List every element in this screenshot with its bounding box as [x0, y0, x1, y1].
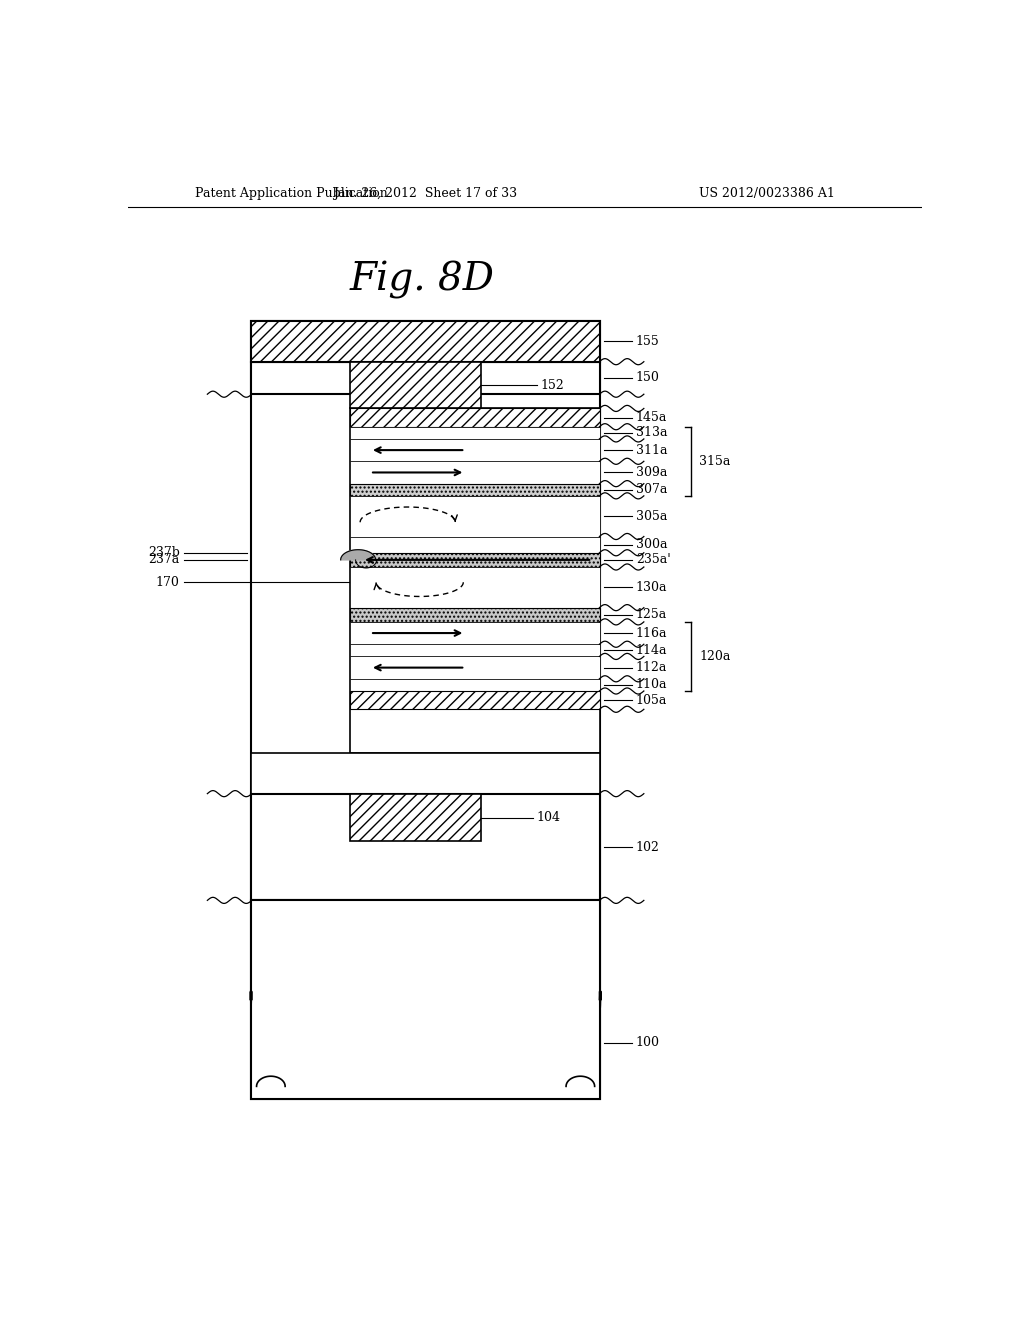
Bar	[350, 607, 600, 622]
Text: 309a: 309a	[636, 466, 668, 479]
Text: 313a: 313a	[636, 426, 668, 440]
Text: 307a: 307a	[636, 483, 668, 496]
Bar	[350, 553, 600, 568]
Text: 110a: 110a	[636, 678, 668, 692]
Text: 102: 102	[636, 841, 659, 854]
Bar	[350, 440, 600, 461]
Text: 125a: 125a	[636, 609, 668, 622]
Text: 170: 170	[156, 576, 179, 589]
Text: 237b: 237b	[147, 546, 179, 560]
Text: 311a: 311a	[636, 444, 668, 457]
Bar	[350, 408, 600, 426]
Bar	[251, 752, 600, 793]
Bar	[350, 678, 600, 690]
Text: 120a: 120a	[699, 649, 731, 663]
Bar	[350, 362, 481, 408]
Text: 116a: 116a	[636, 627, 668, 640]
Bar	[251, 900, 600, 1098]
Text: 300a: 300a	[636, 539, 668, 552]
Bar	[350, 536, 600, 553]
Bar	[251, 793, 600, 900]
Text: US 2012/0023386 A1: US 2012/0023386 A1	[699, 187, 836, 201]
Text: 105a: 105a	[636, 693, 668, 706]
Text: 100: 100	[636, 1036, 659, 1049]
Text: 152: 152	[541, 379, 564, 392]
Bar	[251, 362, 600, 395]
Text: Fig. 8D: Fig. 8D	[349, 261, 494, 300]
Bar	[251, 321, 600, 1098]
Bar	[350, 483, 600, 496]
Text: 114a: 114a	[636, 644, 668, 657]
Text: 145a: 145a	[636, 411, 668, 424]
Text: 155: 155	[636, 335, 659, 348]
Bar	[350, 656, 600, 678]
Text: 237a: 237a	[148, 553, 179, 566]
Bar	[350, 622, 600, 644]
Bar	[350, 496, 600, 536]
Text: Jan. 26, 2012  Sheet 17 of 33: Jan. 26, 2012 Sheet 17 of 33	[334, 187, 518, 201]
Bar	[350, 426, 600, 440]
Bar	[251, 321, 600, 362]
Text: 104: 104	[537, 810, 561, 824]
Bar	[350, 408, 600, 752]
Bar	[350, 793, 481, 841]
Bar	[350, 690, 600, 709]
Text: 130a: 130a	[636, 581, 668, 594]
Text: 315a: 315a	[699, 455, 731, 467]
Text: 150: 150	[636, 371, 659, 384]
Text: 235a': 235a'	[636, 553, 671, 566]
Bar	[350, 644, 600, 656]
Text: 112a: 112a	[636, 661, 668, 675]
Polygon shape	[341, 549, 376, 560]
Bar	[350, 461, 600, 483]
Bar	[350, 568, 600, 607]
Text: Patent Application Publication: Patent Application Publication	[196, 187, 388, 201]
Text: 305a: 305a	[636, 510, 668, 523]
